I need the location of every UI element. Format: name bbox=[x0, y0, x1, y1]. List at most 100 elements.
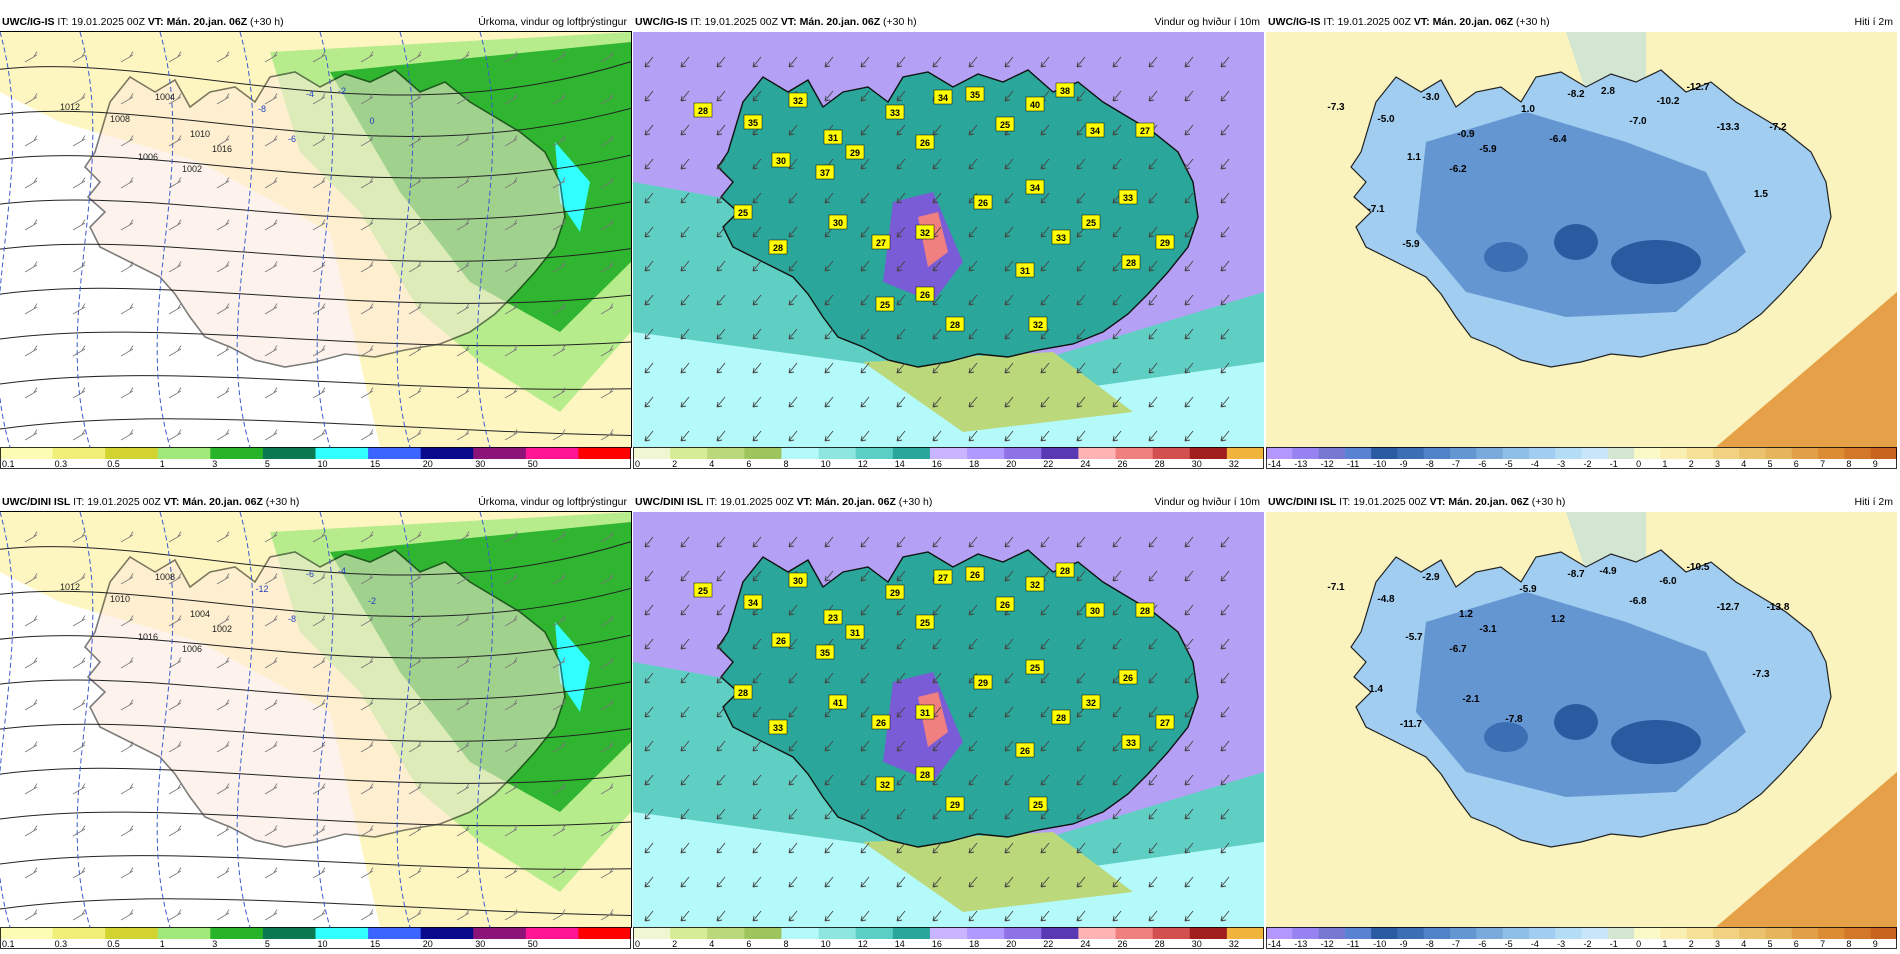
wind-arrow bbox=[1040, 604, 1050, 616]
wind-barb bbox=[504, 429, 518, 441]
wind-barb bbox=[264, 825, 278, 837]
wind-arrow bbox=[860, 910, 870, 922]
wind-arrow bbox=[1040, 842, 1050, 854]
wind-barb bbox=[264, 177, 278, 189]
weather-map[interactable]: 25 34 30 23 26 35 31 29 25 27 26 26 32 28 30 28 26 28 33 41… bbox=[633, 512, 1264, 927]
wind-arrow bbox=[752, 706, 762, 718]
wind-barb bbox=[600, 51, 614, 63]
gust-value-label: 35 bbox=[965, 86, 985, 102]
valid-time: Mán. 20.jan. 06Z bbox=[166, 16, 248, 28]
temp-warm-area bbox=[1716, 292, 1897, 447]
colorbar-tick-label: -7 bbox=[1452, 459, 1460, 469]
wind-barb bbox=[552, 429, 566, 441]
svg-text:41: 41 bbox=[833, 698, 843, 708]
wind-barb bbox=[264, 345, 278, 357]
wind-barb bbox=[600, 615, 614, 627]
svg-text:25: 25 bbox=[1086, 218, 1096, 228]
wind-arrow bbox=[896, 604, 906, 616]
wind-arrow bbox=[860, 740, 870, 752]
colorbar-tick-label: -8 bbox=[1426, 459, 1434, 469]
wind-barb bbox=[456, 783, 470, 795]
wind-arrow bbox=[968, 842, 978, 854]
contour-value-label: -12 bbox=[255, 584, 268, 594]
wind-barb bbox=[552, 825, 566, 837]
weather-map[interactable]: 28 35 32 31 30 37 29 33 26 34 35 25 40 38 34 27 33 25 28 30… bbox=[633, 32, 1264, 447]
contour-value-label: -8 bbox=[258, 104, 266, 114]
svg-text:27: 27 bbox=[1160, 718, 1170, 728]
wind-arrow bbox=[1148, 328, 1158, 340]
wind-barb bbox=[312, 783, 326, 795]
temperature-value-label: -12.7 bbox=[1687, 82, 1710, 93]
svg-text:33: 33 bbox=[1123, 193, 1133, 203]
svg-text:25: 25 bbox=[698, 586, 708, 596]
colorbar-tick-label: 3 bbox=[212, 459, 217, 469]
wind-arrow bbox=[824, 876, 834, 888]
field-name: Hiti í 2m bbox=[1854, 16, 1893, 28]
weather-map[interactable]: 1012 1008 1004 1010 1006 1002 1016 -8 -6 -4 -2 0 bbox=[0, 31, 632, 448]
wind-arrow bbox=[896, 536, 906, 548]
wind-barb bbox=[216, 699, 230, 711]
wind-arrow bbox=[716, 808, 726, 820]
colorbar-swatch bbox=[1004, 927, 1042, 939]
wind-arrow bbox=[968, 604, 978, 616]
colorbar-tick-label: 7 bbox=[1820, 939, 1825, 949]
wind-arrow bbox=[788, 808, 798, 820]
colorbar-tick-label: -4 bbox=[1531, 459, 1539, 469]
init-time: 19.01.2025 00Z bbox=[704, 16, 778, 28]
colorbar-swatch bbox=[52, 927, 106, 939]
wind-barb bbox=[168, 783, 182, 795]
weather-map[interactable]: 1012 1010 1008 1004 1016 1006 1002 -12 -8 -6 -4 -2 bbox=[0, 511, 632, 928]
wind-barb bbox=[456, 303, 470, 315]
wind-arrow bbox=[716, 430, 726, 442]
valid-time: Mán. 20.jan. 06Z bbox=[1432, 16, 1514, 28]
weather-map[interactable]: -7.1 -4.8 -2.9 1.2 -5.7 -6.7 -3.1 -5.9 1.2 -8.7 -4… bbox=[1266, 512, 1897, 927]
isotherm-line bbox=[0, 512, 14, 927]
wind-barb bbox=[408, 51, 422, 63]
colorbar-tick-label: -3 bbox=[1557, 939, 1565, 949]
wind-barb bbox=[120, 219, 134, 231]
isobar-line bbox=[0, 541, 631, 576]
colorbar-tick-label: -1 bbox=[1610, 939, 1618, 949]
temp-coldest-area bbox=[1554, 704, 1598, 740]
temp-zero-area bbox=[1566, 32, 1646, 92]
wind-barb bbox=[120, 135, 134, 147]
wind-arrow bbox=[1112, 774, 1122, 786]
gust-value-label: 33 bbox=[1051, 229, 1071, 245]
weather-map[interactable]: -7.3 -5.0 -3.0 -0.9 1.1 -6.2 -5.9 1.0 -6.4 -8.2 2.… bbox=[1266, 32, 1897, 447]
wind-arrow bbox=[860, 328, 870, 340]
wind-barb bbox=[360, 615, 374, 627]
wind-arrow bbox=[1076, 260, 1086, 272]
wind-arrow bbox=[680, 362, 690, 374]
wind-arrow bbox=[644, 570, 654, 582]
colorbar-tick-label: 3 bbox=[1715, 939, 1720, 949]
wind-barb bbox=[24, 699, 38, 711]
wind-barb bbox=[312, 531, 326, 543]
panel-temp-igis: UWC/IG-IS IT: 19.01.2025 00Z VT: Mán. 20… bbox=[1266, 12, 1898, 472]
colorbar-swatch bbox=[1266, 447, 1293, 459]
svg-text:31: 31 bbox=[850, 628, 860, 638]
wind-arrow bbox=[1004, 536, 1014, 548]
wind-barb bbox=[72, 699, 86, 711]
wind-barb bbox=[360, 783, 374, 795]
wind-barb bbox=[72, 387, 86, 399]
lead-time: (+30 h) bbox=[1516, 16, 1550, 28]
colorbar-tick-label: 1 bbox=[1662, 459, 1667, 469]
wind-barb bbox=[408, 429, 422, 441]
wind-arrow bbox=[752, 876, 762, 888]
isotherm-line bbox=[156, 512, 174, 927]
svg-text:25: 25 bbox=[880, 300, 890, 310]
wind-barb bbox=[600, 909, 614, 921]
wind-arrow bbox=[752, 570, 762, 582]
wind-arrow bbox=[716, 706, 726, 718]
wind-barb bbox=[408, 387, 422, 399]
wind-arrow bbox=[1076, 910, 1086, 922]
colorbar-swatch bbox=[855, 927, 894, 939]
lead-time: (+30 h) bbox=[898, 496, 933, 508]
wind-barb bbox=[312, 741, 326, 753]
wind-arrow bbox=[860, 294, 870, 306]
colorbar-frame bbox=[0, 927, 631, 949]
wind-arrow bbox=[896, 910, 906, 922]
svg-text:35: 35 bbox=[970, 90, 980, 100]
wind-barb bbox=[72, 429, 86, 441]
wind-barb bbox=[408, 135, 422, 147]
